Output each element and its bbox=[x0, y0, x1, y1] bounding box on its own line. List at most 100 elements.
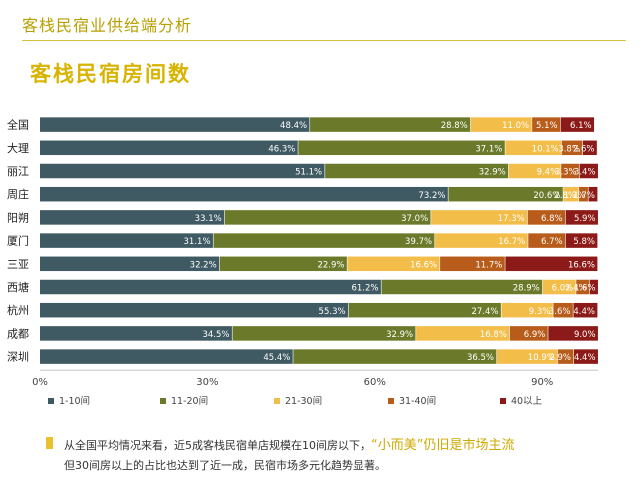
bar-segment bbox=[532, 117, 561, 132]
bar-segment bbox=[219, 256, 347, 272]
data-label: 10.1% bbox=[532, 144, 559, 154]
bar-segment bbox=[40, 349, 293, 364]
bar-segment bbox=[573, 302, 598, 318]
data-label: 16.6% bbox=[568, 260, 595, 270]
bar-segment bbox=[565, 210, 598, 225]
bar-segment bbox=[435, 233, 528, 248]
bar-segment bbox=[416, 326, 510, 341]
legend-label: 31-40间 bbox=[399, 395, 436, 407]
x-tick-label: 30% bbox=[196, 377, 218, 388]
category-label: 深圳 bbox=[7, 351, 29, 364]
legend-label: 40以上 bbox=[511, 396, 543, 407]
bar-segment bbox=[381, 279, 543, 295]
legend-swatch bbox=[500, 398, 506, 404]
data-label: 3.3% bbox=[555, 168, 577, 178]
bar-segment bbox=[448, 186, 563, 202]
data-label: 22.9% bbox=[317, 260, 344, 270]
bar-segment bbox=[40, 163, 325, 179]
data-label: 6.1% bbox=[570, 121, 592, 131]
page-title: 客栈民宿业供给端分析 bbox=[22, 16, 193, 35]
data-label: 5.9% bbox=[574, 214, 596, 224]
x-tick-label: 90% bbox=[531, 377, 553, 388]
bar-segment bbox=[40, 279, 381, 295]
data-label: 6.8% bbox=[541, 214, 563, 224]
data-label: 48.4% bbox=[280, 121, 307, 131]
category-label: 西塘 bbox=[7, 280, 29, 294]
bar-segment bbox=[40, 117, 310, 132]
legend-swatch bbox=[48, 398, 54, 404]
bar-segment bbox=[440, 256, 505, 272]
data-label: 32.9% bbox=[386, 330, 413, 340]
data-label: 32.2% bbox=[190, 260, 217, 270]
legend-swatch bbox=[388, 398, 394, 404]
legend-label: 11-20间 bbox=[171, 395, 208, 407]
note-line-1: 从全国平均情况来看，近5成客栈民宿单店规模在10间房以下，“小而美”仍旧是市场主… bbox=[64, 434, 514, 453]
bar-segment bbox=[579, 163, 598, 179]
data-label: 45.4% bbox=[263, 353, 290, 363]
bar-segment bbox=[348, 302, 501, 318]
data-label: 9.3% bbox=[529, 307, 551, 317]
bar-segment bbox=[40, 233, 213, 248]
data-label: 3.6% bbox=[549, 307, 571, 317]
bar-segment bbox=[40, 256, 220, 272]
bar-segment bbox=[431, 210, 528, 225]
data-label: 16.8% bbox=[480, 330, 507, 340]
data-label: 9.0% bbox=[574, 330, 596, 340]
bar-segment bbox=[557, 349, 574, 364]
data-label: 2.6% bbox=[573, 144, 595, 154]
category-label: 丽江 bbox=[7, 165, 29, 178]
bar-segment bbox=[213, 233, 435, 248]
bar-segment bbox=[347, 256, 440, 272]
bar-segment bbox=[563, 186, 579, 202]
legend-swatch bbox=[274, 398, 280, 404]
bar-segment bbox=[470, 117, 532, 132]
bar-segment bbox=[527, 210, 566, 225]
data-label: 46.3% bbox=[268, 144, 295, 154]
category-label: 厦门 bbox=[7, 234, 29, 248]
bar-segment bbox=[497, 349, 558, 364]
category-label: 周庄 bbox=[7, 187, 29, 201]
bar-segment bbox=[548, 326, 598, 341]
data-label: 51.1% bbox=[295, 168, 322, 178]
data-label: 61.2% bbox=[351, 284, 378, 294]
data-label: 27.4% bbox=[471, 307, 498, 317]
data-label: 33.1% bbox=[195, 214, 222, 224]
data-label: 2.9% bbox=[549, 353, 571, 363]
bar-segment bbox=[505, 256, 598, 272]
data-label: 1.6% bbox=[574, 284, 596, 294]
data-label: 36.5% bbox=[467, 353, 494, 363]
data-label: 5.1% bbox=[536, 121, 558, 131]
bar-segment bbox=[582, 140, 597, 156]
category-label: 全国 bbox=[7, 118, 29, 132]
bar-segment bbox=[310, 117, 471, 132]
data-label: 31.1% bbox=[184, 237, 211, 247]
category-label: 阳朔 bbox=[7, 211, 29, 224]
bar-segment bbox=[40, 186, 448, 202]
data-label: 20.6% bbox=[533, 191, 560, 201]
bar-segment bbox=[574, 349, 598, 364]
bar-segment bbox=[542, 279, 576, 295]
note-line-2: 但30间房以上的占比也达到了近一成，民宿市场多元化趋势显著。 bbox=[64, 459, 386, 472]
bar-segment bbox=[40, 210, 225, 225]
data-label: 73.2% bbox=[418, 191, 445, 201]
data-label: 5.8% bbox=[573, 237, 595, 247]
x-tick-label: 0% bbox=[32, 377, 48, 388]
bar-segment bbox=[589, 279, 598, 295]
bar-segment bbox=[298, 140, 505, 156]
data-label: 10.9% bbox=[528, 353, 555, 363]
bar-segment bbox=[553, 302, 573, 318]
data-label: 4.4% bbox=[573, 307, 595, 317]
bar-segment bbox=[509, 326, 548, 341]
bar-segment bbox=[561, 163, 579, 179]
data-label: 11.7% bbox=[475, 260, 502, 270]
title-divider bbox=[22, 40, 626, 41]
data-label: 4.4% bbox=[574, 353, 596, 363]
data-label: 32.9% bbox=[479, 168, 506, 178]
data-label: 9.4% bbox=[537, 168, 559, 178]
category-label: 杭州 bbox=[7, 303, 29, 317]
bar-segment bbox=[576, 279, 590, 295]
legend-swatch bbox=[160, 398, 166, 404]
bar-segment bbox=[508, 163, 561, 179]
bar-segment bbox=[560, 117, 595, 132]
